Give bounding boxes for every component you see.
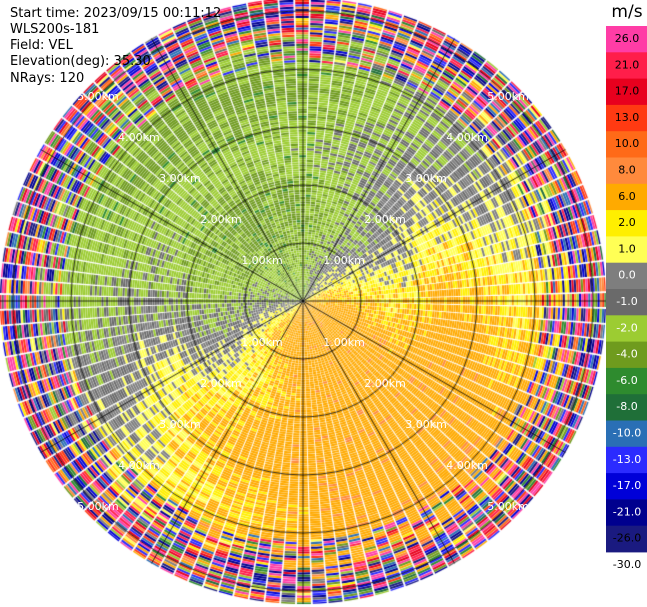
colorbar-tick-label: 0.0	[618, 269, 636, 282]
range-ring-label: 5.00km	[487, 90, 529, 103]
colorbar-tick-label: -8.0	[616, 400, 637, 413]
colorbar-segment	[606, 289, 647, 316]
range-ring-label: 4.00km	[446, 459, 488, 472]
colorbar-segment	[606, 52, 647, 79]
colorbar-tick-label: 21.0	[615, 58, 640, 71]
range-ring-label: 2.00km	[200, 213, 242, 226]
range-ring-label: 5.00km	[487, 500, 529, 513]
colorbar-tick-label: -21.0	[613, 505, 641, 518]
range-ring-label: 3.00km	[405, 418, 447, 431]
range-ring-label: 1.00km	[323, 336, 365, 349]
field-label: Field: VEL	[10, 38, 73, 53]
colorbar-tick-label: -17.0	[613, 479, 641, 492]
colorbar-segment	[606, 131, 647, 158]
colorbar-segment	[606, 157, 647, 185]
colorbar-tick-label: 6.0	[618, 190, 636, 203]
range-ring-label: 2.00km	[364, 377, 406, 390]
colorbar-tick-label: 26.0	[615, 32, 640, 45]
colorbar-tick-label: -30.0	[613, 558, 641, 571]
colorbar-segment	[606, 26, 647, 53]
start-time-label: Start time: 2023/09/15 00:11:12	[10, 6, 222, 21]
colorbar-segment	[606, 341, 647, 369]
range-ring-label: 2.00km	[200, 377, 242, 390]
colorbar-tick-label: -13.0	[613, 453, 641, 466]
colorbar-tick-label: 13.0	[615, 111, 640, 124]
colorbar-tick-label: 8.0	[618, 164, 636, 177]
range-ring-label: 1.00km	[241, 254, 283, 267]
colorbar-tick-label: -10.0	[613, 427, 641, 440]
colorbar-segment	[606, 473, 647, 500]
range-ring-label: 4.00km	[118, 459, 160, 472]
range-ring-label: 3.00km	[159, 418, 201, 431]
colorbar-tick-label: 17.0	[615, 85, 640, 98]
colorbar-tick-label: -1.0	[616, 295, 637, 308]
range-ring-label: 5.00km	[77, 90, 119, 103]
colorbar-segment	[606, 78, 647, 106]
range-ring-label: 1.00km	[241, 336, 283, 349]
colorbar-tick-label: -4.0	[616, 348, 637, 361]
colorbar-tick-label: -26.0	[613, 532, 641, 545]
colorbar-segment	[606, 394, 647, 421]
range-ring-label: 4.00km	[446, 131, 488, 144]
instrument-label: WLS200s-181	[10, 22, 100, 37]
colorbar-tick-label: -2.0	[616, 321, 637, 334]
colorbar-segment	[606, 367, 647, 395]
colorbar-tick-label: 10.0	[615, 137, 640, 150]
colorbar-segment	[606, 262, 647, 290]
range-ring-label: 3.00km	[159, 172, 201, 185]
nrays-label: NRays: 120	[10, 71, 85, 86]
colorbar-segment	[606, 525, 647, 553]
colorbar-segment	[606, 104, 647, 132]
colorbar-title: m/s	[611, 2, 642, 22]
range-ring-label: 3.00km	[405, 172, 447, 185]
colorbar-segment	[606, 499, 647, 527]
colorbar-tick-label: 1.0	[618, 242, 636, 255]
colorbar-segment	[606, 420, 647, 448]
colorbar-segment	[606, 236, 647, 264]
range-ring-label: 4.00km	[118, 131, 160, 144]
range-ring-label: 5.00km	[77, 500, 119, 513]
colorbar-segment	[606, 315, 647, 342]
colorbar-segment	[606, 210, 647, 237]
range-ring-label: 1.00km	[323, 254, 365, 267]
range-ring-label: 2.00km	[364, 213, 406, 226]
colorbar-segment	[606, 183, 647, 211]
colorbar-tick-label: 2.0	[618, 216, 636, 229]
elevation-label: Elevation(deg): 35.30	[10, 54, 151, 69]
colorbar-segment	[606, 446, 647, 474]
colorbar-tick-label: -6.0	[616, 374, 637, 387]
